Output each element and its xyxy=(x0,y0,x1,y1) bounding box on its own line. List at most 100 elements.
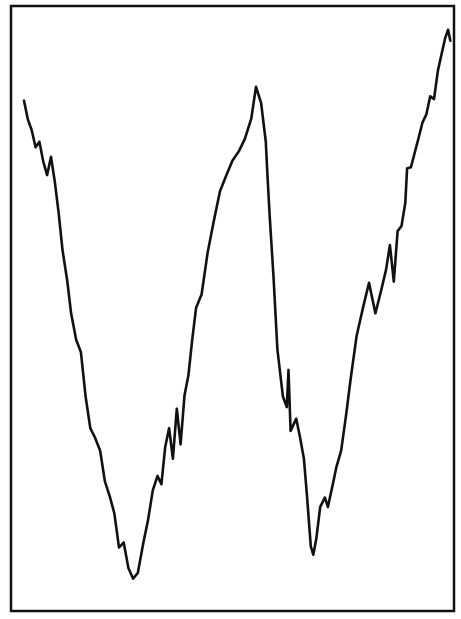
plot-frame xyxy=(9,4,456,613)
data-point xyxy=(147,519,149,521)
data-point xyxy=(250,118,252,120)
data-point xyxy=(66,280,68,282)
data-point xyxy=(441,53,443,55)
data-point xyxy=(70,312,72,314)
data-point xyxy=(433,98,435,100)
data-point xyxy=(142,542,144,544)
data-point xyxy=(225,174,227,176)
data-point xyxy=(418,137,420,139)
data-point xyxy=(393,281,395,283)
data-point xyxy=(99,450,101,452)
data-point xyxy=(191,339,193,341)
data-point xyxy=(350,378,352,380)
data-point xyxy=(324,497,326,499)
data-point xyxy=(422,121,424,123)
data-point xyxy=(447,29,449,31)
data-point xyxy=(306,494,308,496)
data-point xyxy=(389,244,391,246)
data-point xyxy=(118,547,120,549)
data-point xyxy=(374,312,376,314)
data-point xyxy=(397,230,399,232)
data-point xyxy=(414,151,416,153)
data-point xyxy=(345,416,347,418)
data-point xyxy=(195,307,197,309)
data-point xyxy=(303,458,305,460)
data-point xyxy=(319,506,321,508)
data-point xyxy=(46,174,48,176)
data-point xyxy=(160,483,162,485)
data-point xyxy=(113,512,115,514)
data-point xyxy=(42,161,44,163)
data-point xyxy=(184,394,186,396)
data-point xyxy=(404,202,406,204)
data-point xyxy=(406,167,408,169)
data-point xyxy=(276,348,278,350)
data-point xyxy=(449,40,451,42)
data-point xyxy=(340,450,342,452)
data-point xyxy=(132,578,134,580)
data-point xyxy=(213,219,215,221)
data-point xyxy=(89,427,91,429)
data-point xyxy=(290,430,292,432)
data-point xyxy=(38,141,40,143)
data-point xyxy=(269,215,271,217)
data-point xyxy=(164,446,166,448)
data-point xyxy=(35,146,37,148)
data-point xyxy=(295,418,297,420)
data-point xyxy=(444,37,446,39)
data-point xyxy=(356,335,358,337)
data-point xyxy=(273,276,275,278)
data-point xyxy=(176,408,178,410)
data-point xyxy=(267,175,269,177)
data-point xyxy=(231,160,233,162)
series-line-0 xyxy=(22,28,452,580)
data-point xyxy=(299,437,301,439)
data-point xyxy=(27,119,29,121)
data-point xyxy=(168,427,170,429)
data-point xyxy=(265,141,267,143)
data-point xyxy=(255,86,257,88)
series-layer xyxy=(22,28,452,580)
data-point xyxy=(219,190,221,192)
data-point xyxy=(104,480,106,482)
data-point xyxy=(23,100,25,102)
data-point xyxy=(94,437,96,439)
data-point xyxy=(410,166,412,168)
data-point xyxy=(310,545,312,547)
data-point xyxy=(54,181,56,183)
data-point xyxy=(75,339,77,341)
data-point xyxy=(282,396,284,398)
data-point xyxy=(327,506,329,508)
data-point xyxy=(85,396,87,398)
data-point xyxy=(286,406,288,408)
data-point xyxy=(58,212,60,214)
data-point xyxy=(172,458,174,460)
data-point xyxy=(238,150,240,152)
data-point xyxy=(137,572,139,574)
data-point xyxy=(31,129,33,131)
data-point xyxy=(380,288,382,290)
data-point xyxy=(187,374,189,376)
data-point xyxy=(437,70,439,72)
data-point xyxy=(288,369,290,371)
data-point xyxy=(109,495,111,497)
data-point xyxy=(429,95,431,97)
data-point xyxy=(335,466,337,468)
data-point xyxy=(332,484,334,486)
data-point xyxy=(80,351,82,353)
data-point xyxy=(244,138,246,140)
data-point xyxy=(425,114,427,116)
data-point xyxy=(385,268,387,270)
data-point xyxy=(401,225,403,227)
data-point xyxy=(201,293,203,295)
data-point xyxy=(123,542,125,544)
data-point xyxy=(50,156,52,158)
data-point xyxy=(127,567,129,569)
data-point xyxy=(362,307,364,309)
data-point xyxy=(315,538,317,540)
data-point xyxy=(157,475,159,477)
data-point xyxy=(180,443,182,445)
data-point xyxy=(260,102,262,104)
data-point xyxy=(62,249,64,251)
